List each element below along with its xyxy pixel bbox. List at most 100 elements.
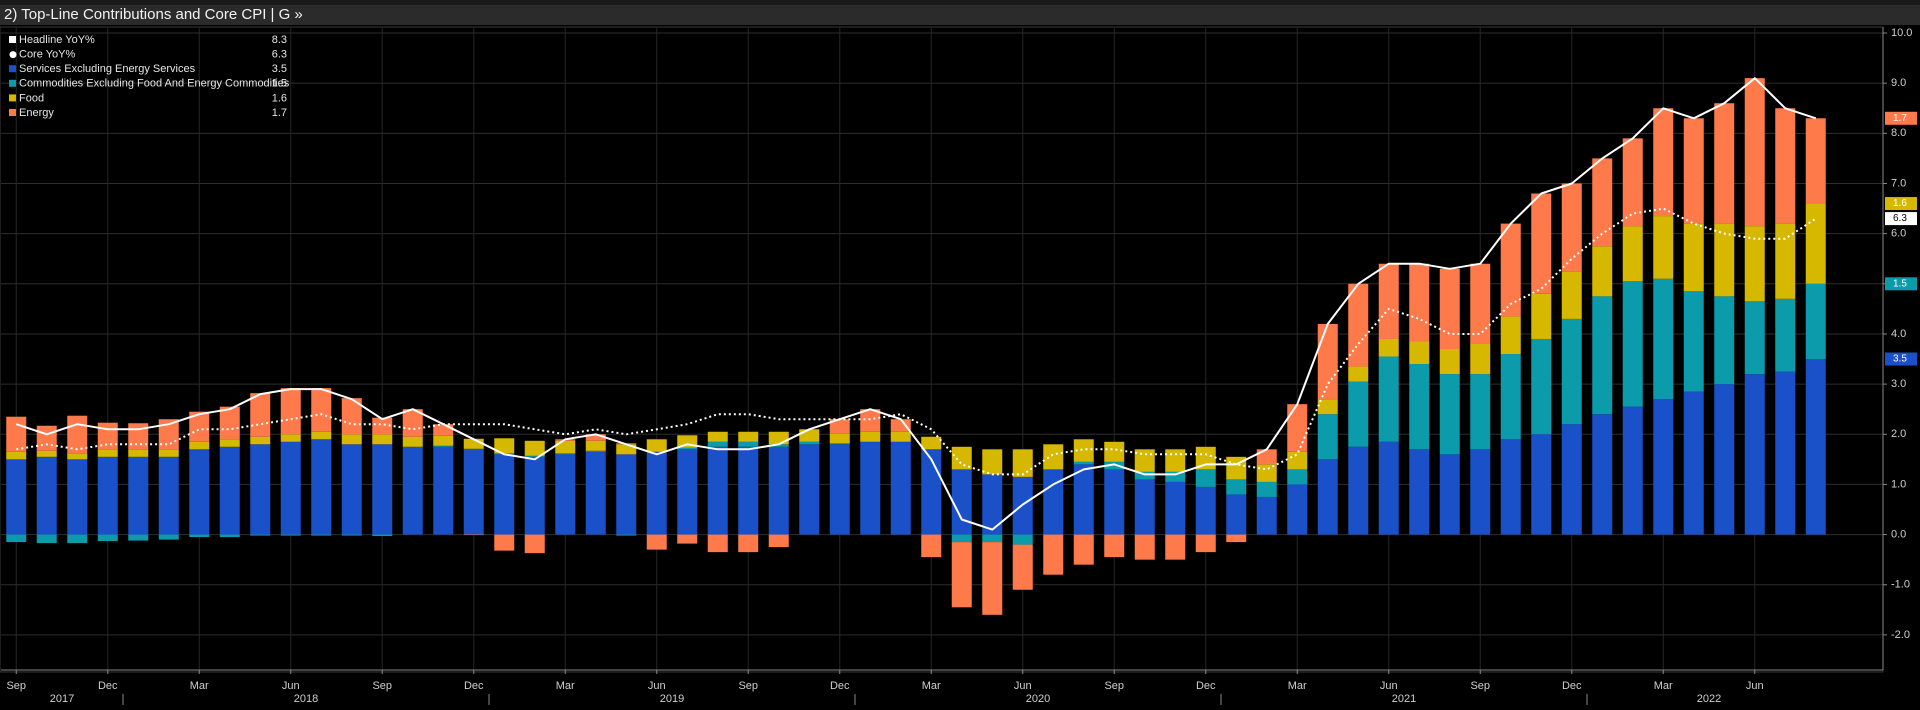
- bars: [6, 78, 1826, 615]
- bar: [463, 438, 484, 449]
- bar: [1439, 349, 1460, 375]
- legend-value: 1.7: [272, 107, 287, 119]
- bar: [1775, 108, 1796, 224]
- bar: [829, 444, 850, 535]
- legend-marker: [9, 79, 16, 87]
- bar: [1195, 534, 1216, 553]
- last-value-tag-label: 1.6: [1893, 198, 1907, 209]
- x-tick-label: Jun: [1746, 680, 1764, 692]
- bar: [402, 446, 423, 535]
- bar: [1348, 366, 1369, 382]
- legend-marker: [9, 51, 17, 59]
- x-tick-label: Sep: [1104, 680, 1124, 692]
- bar: [1805, 283, 1826, 360]
- bar: [707, 534, 728, 553]
- bar: [1287, 484, 1308, 535]
- bar: [433, 446, 454, 535]
- bar: [890, 441, 911, 535]
- bar: [372, 434, 393, 445]
- bar: [341, 444, 362, 535]
- bar: [1043, 534, 1064, 575]
- bar: [1165, 481, 1186, 535]
- bar: [829, 443, 850, 445]
- x-tick-label: Dec: [98, 680, 118, 692]
- bar: [1348, 446, 1369, 535]
- bar: [1470, 343, 1491, 375]
- bar: [1104, 441, 1125, 462]
- bar: [494, 454, 515, 535]
- legend-label: Core YoY%: [19, 49, 75, 61]
- bar: [1744, 78, 1765, 227]
- bar: [372, 444, 393, 535]
- bar: [1470, 374, 1491, 450]
- bar: [402, 436, 423, 447]
- bar: [1805, 203, 1826, 284]
- x-tick-label: Mar: [556, 680, 575, 692]
- legend-label: Services Excluding Energy Services: [19, 63, 196, 75]
- bar: [1531, 434, 1552, 535]
- bar: [36, 450, 57, 457]
- bar: [494, 534, 515, 551]
- bar: [341, 534, 362, 536]
- bar: [555, 440, 576, 454]
- bar: [463, 534, 484, 536]
- bar: [433, 445, 454, 447]
- bar: [646, 439, 667, 452]
- bar: [128, 456, 149, 535]
- y-tick-label: 1.0: [1891, 478, 1906, 490]
- bar: [219, 439, 240, 447]
- bar: [738, 441, 759, 447]
- x-tick-label: Dec: [1562, 680, 1582, 692]
- bar: [1134, 534, 1155, 560]
- bar: [1012, 534, 1033, 545]
- legend-value: 6.3: [272, 49, 287, 61]
- bar: [951, 469, 972, 535]
- year-label: 2017: [50, 693, 74, 705]
- y-tick-label: 0.0: [1891, 528, 1906, 540]
- bar: [799, 441, 820, 445]
- bar: [738, 534, 759, 553]
- bar: [860, 431, 881, 442]
- bar: [158, 456, 179, 535]
- bar: [250, 534, 271, 536]
- bar: [189, 441, 210, 450]
- bar: [1409, 449, 1430, 535]
- bar: [799, 444, 820, 535]
- bar: [768, 446, 789, 535]
- bar: [1775, 223, 1796, 299]
- bar: [97, 449, 118, 457]
- lines: [15, 77, 1817, 531]
- bar: [738, 431, 759, 442]
- bar: [433, 435, 454, 446]
- legend-label: Energy: [19, 107, 54, 119]
- bar: [1714, 103, 1735, 224]
- bar: [1775, 298, 1796, 372]
- bar: [1348, 283, 1369, 367]
- bar: [1226, 479, 1247, 495]
- bar: [1714, 384, 1735, 535]
- bar: [921, 436, 942, 450]
- bar: [677, 534, 698, 544]
- bar: [1195, 469, 1216, 487]
- x-tick-label: Sep: [738, 680, 758, 692]
- x-tick-label: Sep: [6, 680, 26, 692]
- bar: [189, 449, 210, 535]
- top-strip: [0, 0, 1920, 5]
- bar: [1653, 399, 1674, 535]
- bar: [311, 534, 332, 536]
- bar: [890, 431, 911, 442]
- bar: [494, 438, 515, 454]
- bar: [311, 388, 332, 432]
- bar: [1073, 439, 1094, 462]
- bar: [1622, 138, 1643, 227]
- bar: [1012, 449, 1033, 477]
- bar: [1775, 371, 1796, 535]
- bar: [67, 415, 88, 454]
- bar: [951, 446, 972, 470]
- bar: [646, 451, 667, 535]
- x-tick-label: Jun: [1014, 680, 1032, 692]
- bar: [524, 534, 545, 554]
- bar: [1256, 449, 1277, 465]
- bar: [1744, 301, 1765, 375]
- bar: [707, 441, 728, 447]
